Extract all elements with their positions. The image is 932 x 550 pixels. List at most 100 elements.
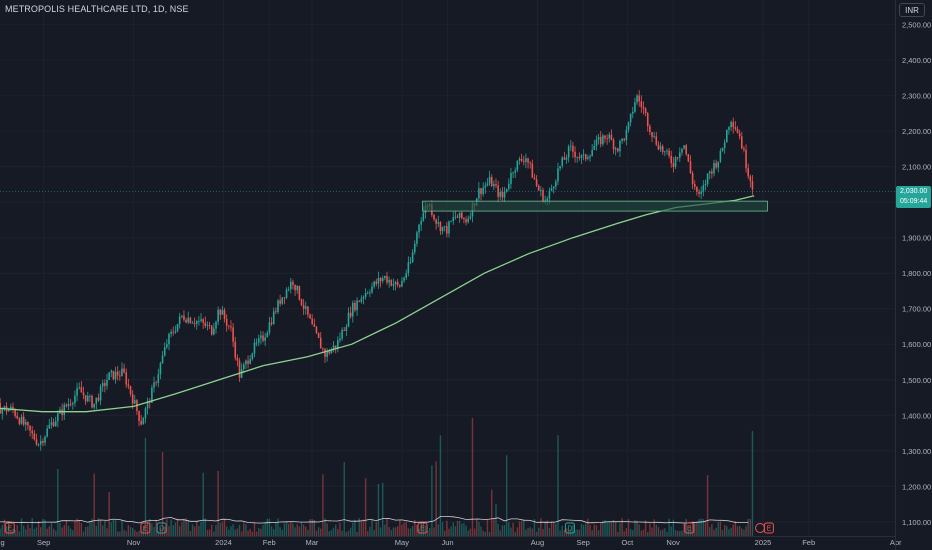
volume-bar: [27, 524, 29, 536]
volume-bar: [508, 522, 510, 536]
candle-body: [69, 403, 72, 405]
candle-body: [63, 404, 66, 416]
volume-bar: [574, 530, 576, 536]
candle-body: [396, 281, 399, 285]
volume-bar: [719, 521, 722, 536]
candle-body: [283, 297, 286, 299]
volume-bar: [486, 519, 489, 536]
volume-bar: [20, 518, 23, 536]
volume-bar: [119, 531, 121, 536]
candle-body: [242, 364, 245, 370]
volume-bar: [715, 527, 717, 536]
candle-body: [189, 317, 192, 324]
volume-bar: [345, 531, 348, 536]
candle-body: [640, 101, 643, 108]
volume-bar: [495, 503, 497, 536]
candle-body: [255, 342, 258, 344]
candle-body: [569, 145, 572, 147]
candle-body: [719, 150, 722, 162]
volume-bar: [734, 521, 737, 536]
y-tick-label: 1,100.00: [902, 518, 931, 527]
candle-body: [409, 262, 412, 263]
candle-body: [550, 188, 553, 191]
volume-bar: [223, 519, 226, 536]
candle-body: [704, 184, 707, 186]
currency-button[interactable]: INR: [899, 3, 925, 17]
volume-bar: [651, 527, 653, 536]
candle-body: [161, 355, 164, 364]
volume-bar: [153, 526, 155, 536]
candle-body: [304, 306, 307, 309]
volume-bar: [311, 519, 313, 536]
volume-bar: [747, 518, 749, 536]
volume-bar: [371, 518, 373, 536]
support-zone: [422, 200, 768, 212]
volume-bar: [523, 519, 525, 536]
candle-body: [138, 411, 140, 422]
candle-body: [437, 222, 440, 224]
candle-body: [221, 310, 224, 315]
candle-body: [745, 149, 747, 169]
volume-bar: [151, 523, 153, 536]
candle-body: [210, 325, 213, 335]
candle-body: [298, 285, 301, 300]
volume-bar: [296, 524, 298, 536]
volume-bar: [300, 521, 303, 536]
candle-body: [345, 326, 348, 331]
volume-bar: [25, 529, 27, 536]
volume-bar: [91, 518, 93, 536]
volume-bar: [672, 519, 675, 536]
volume-bar: [582, 524, 585, 536]
volume-bar: [157, 531, 159, 536]
volume-bar: [683, 523, 685, 536]
candle-body: [116, 371, 119, 376]
volume-bar: [102, 525, 104, 536]
y-tick-label: 1,300.00: [902, 447, 931, 456]
candle-body: [354, 302, 356, 311]
volume-bar: [155, 519, 157, 536]
volume-bar: [356, 531, 358, 536]
volume-bar: [196, 521, 198, 536]
volume-bar: [728, 529, 730, 536]
volume-bar: [538, 527, 540, 536]
candle-body: [144, 408, 147, 419]
volume-bar: [347, 530, 350, 536]
volume-bar: [454, 526, 457, 536]
candle-body: [33, 433, 36, 440]
candle-body: [281, 297, 284, 304]
candle-body: [595, 139, 598, 146]
volume-bar: [497, 524, 499, 536]
volume-bar: [330, 529, 333, 536]
candle-body: [104, 383, 106, 386]
candle-body: [264, 337, 266, 341]
volume-bar: [328, 531, 330, 536]
volume-bar: [666, 531, 668, 536]
candle-body: [599, 136, 602, 145]
volume-bar: [448, 528, 450, 536]
candle-body: [435, 219, 437, 224]
candle-body: [371, 286, 373, 293]
last-price-value: 2,030.00: [900, 188, 928, 195]
volume-bar: [721, 530, 724, 536]
volume-bar: [187, 520, 189, 536]
candle-body: [57, 413, 59, 422]
volume-bar: [465, 525, 467, 536]
volume-bar: [689, 526, 692, 536]
volume-bar: [326, 523, 328, 536]
volume-bar: [456, 520, 459, 536]
candle-body: [151, 387, 153, 403]
earnings-marker-label: E: [7, 526, 12, 533]
candle-body: [193, 322, 196, 324]
candle-body: [313, 324, 316, 327]
candle-body: [163, 347, 166, 356]
candle-body: [95, 397, 98, 404]
volume-bar: [146, 521, 149, 536]
candle-body: [623, 138, 626, 141]
volume-bar: [221, 521, 224, 536]
volume-bar: [245, 524, 247, 536]
volume-bar: [407, 528, 410, 536]
volume-bar: [525, 529, 527, 536]
volume-bar: [561, 525, 563, 536]
candle-body: [401, 280, 403, 287]
